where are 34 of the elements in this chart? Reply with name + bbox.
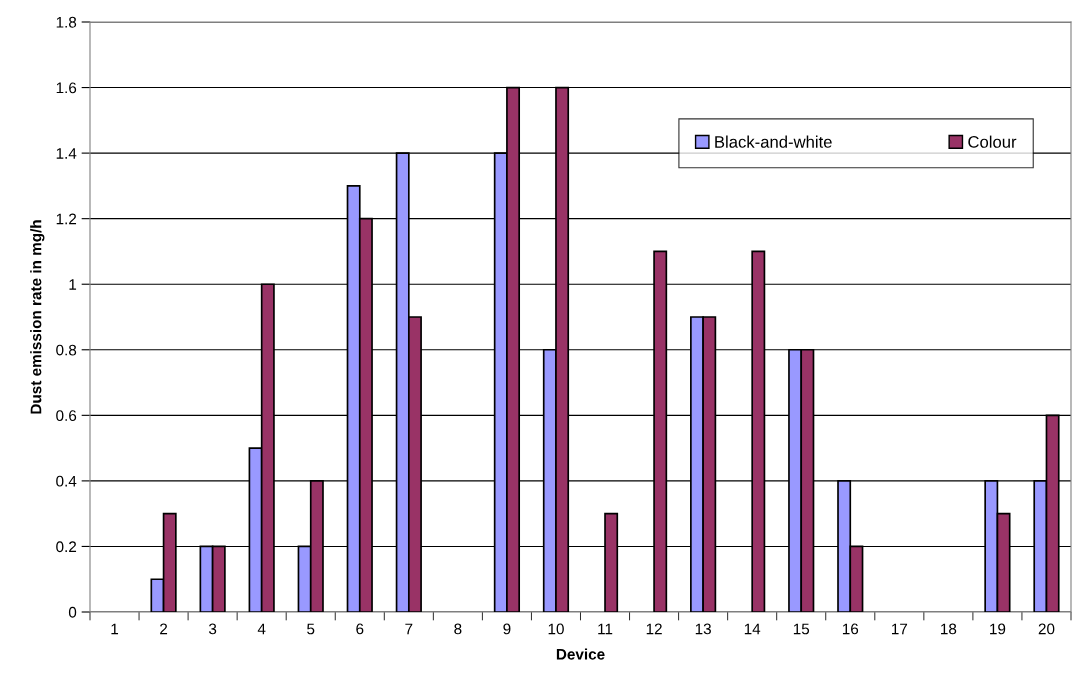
y-tick-label: 1 bbox=[69, 279, 77, 290]
x-axis-title: Device bbox=[556, 648, 605, 660]
x-tick-label: 4 bbox=[257, 623, 266, 635]
x-tick-label: 1 bbox=[111, 623, 119, 635]
x-tick-label: 19 bbox=[990, 623, 1006, 635]
y-tick-label: 0.6 bbox=[56, 410, 77, 422]
x-tick-label: 6 bbox=[356, 623, 364, 635]
x-tick-label: 2 bbox=[160, 623, 168, 635]
x-tick-label: 13 bbox=[695, 623, 711, 635]
x-tick-label: 18 bbox=[941, 623, 957, 635]
y-tick-label: 0 bbox=[68, 606, 77, 618]
x-tick-label: 14 bbox=[744, 623, 761, 635]
legend-label: Colour bbox=[968, 135, 1017, 148]
x-tick-label: 17 bbox=[891, 623, 908, 635]
x-tick-label: 9 bbox=[503, 623, 511, 635]
x-tick-label: 20 bbox=[1038, 623, 1055, 635]
x-tick-label: 15 bbox=[793, 623, 810, 635]
y-tick-label: 1.4 bbox=[56, 148, 77, 159]
x-tick-label: 7 bbox=[405, 623, 413, 635]
x-tick-label: 12 bbox=[646, 623, 662, 635]
y-tick-label: 0.8 bbox=[56, 344, 77, 356]
y-tick-label: 0.2 bbox=[56, 541, 77, 553]
y-axis-title: Dust emission rate in mg/h bbox=[30, 220, 45, 414]
x-tick-label: 11 bbox=[598, 623, 613, 635]
x-tick-label: 8 bbox=[454, 623, 462, 635]
y-tick-label: 1.6 bbox=[56, 82, 77, 94]
legend-label: Black-and-white bbox=[715, 135, 832, 148]
y-tick-label: 0.4 bbox=[56, 475, 77, 487]
x-tick-label: 10 bbox=[548, 623, 564, 635]
y-tick-label: 1.2 bbox=[56, 213, 77, 225]
x-tick-label: 3 bbox=[208, 623, 217, 635]
x-tick-label: 16 bbox=[842, 623, 859, 635]
x-tick-label: 5 bbox=[307, 623, 315, 635]
y-tick-label: 1.8 bbox=[56, 16, 77, 28]
